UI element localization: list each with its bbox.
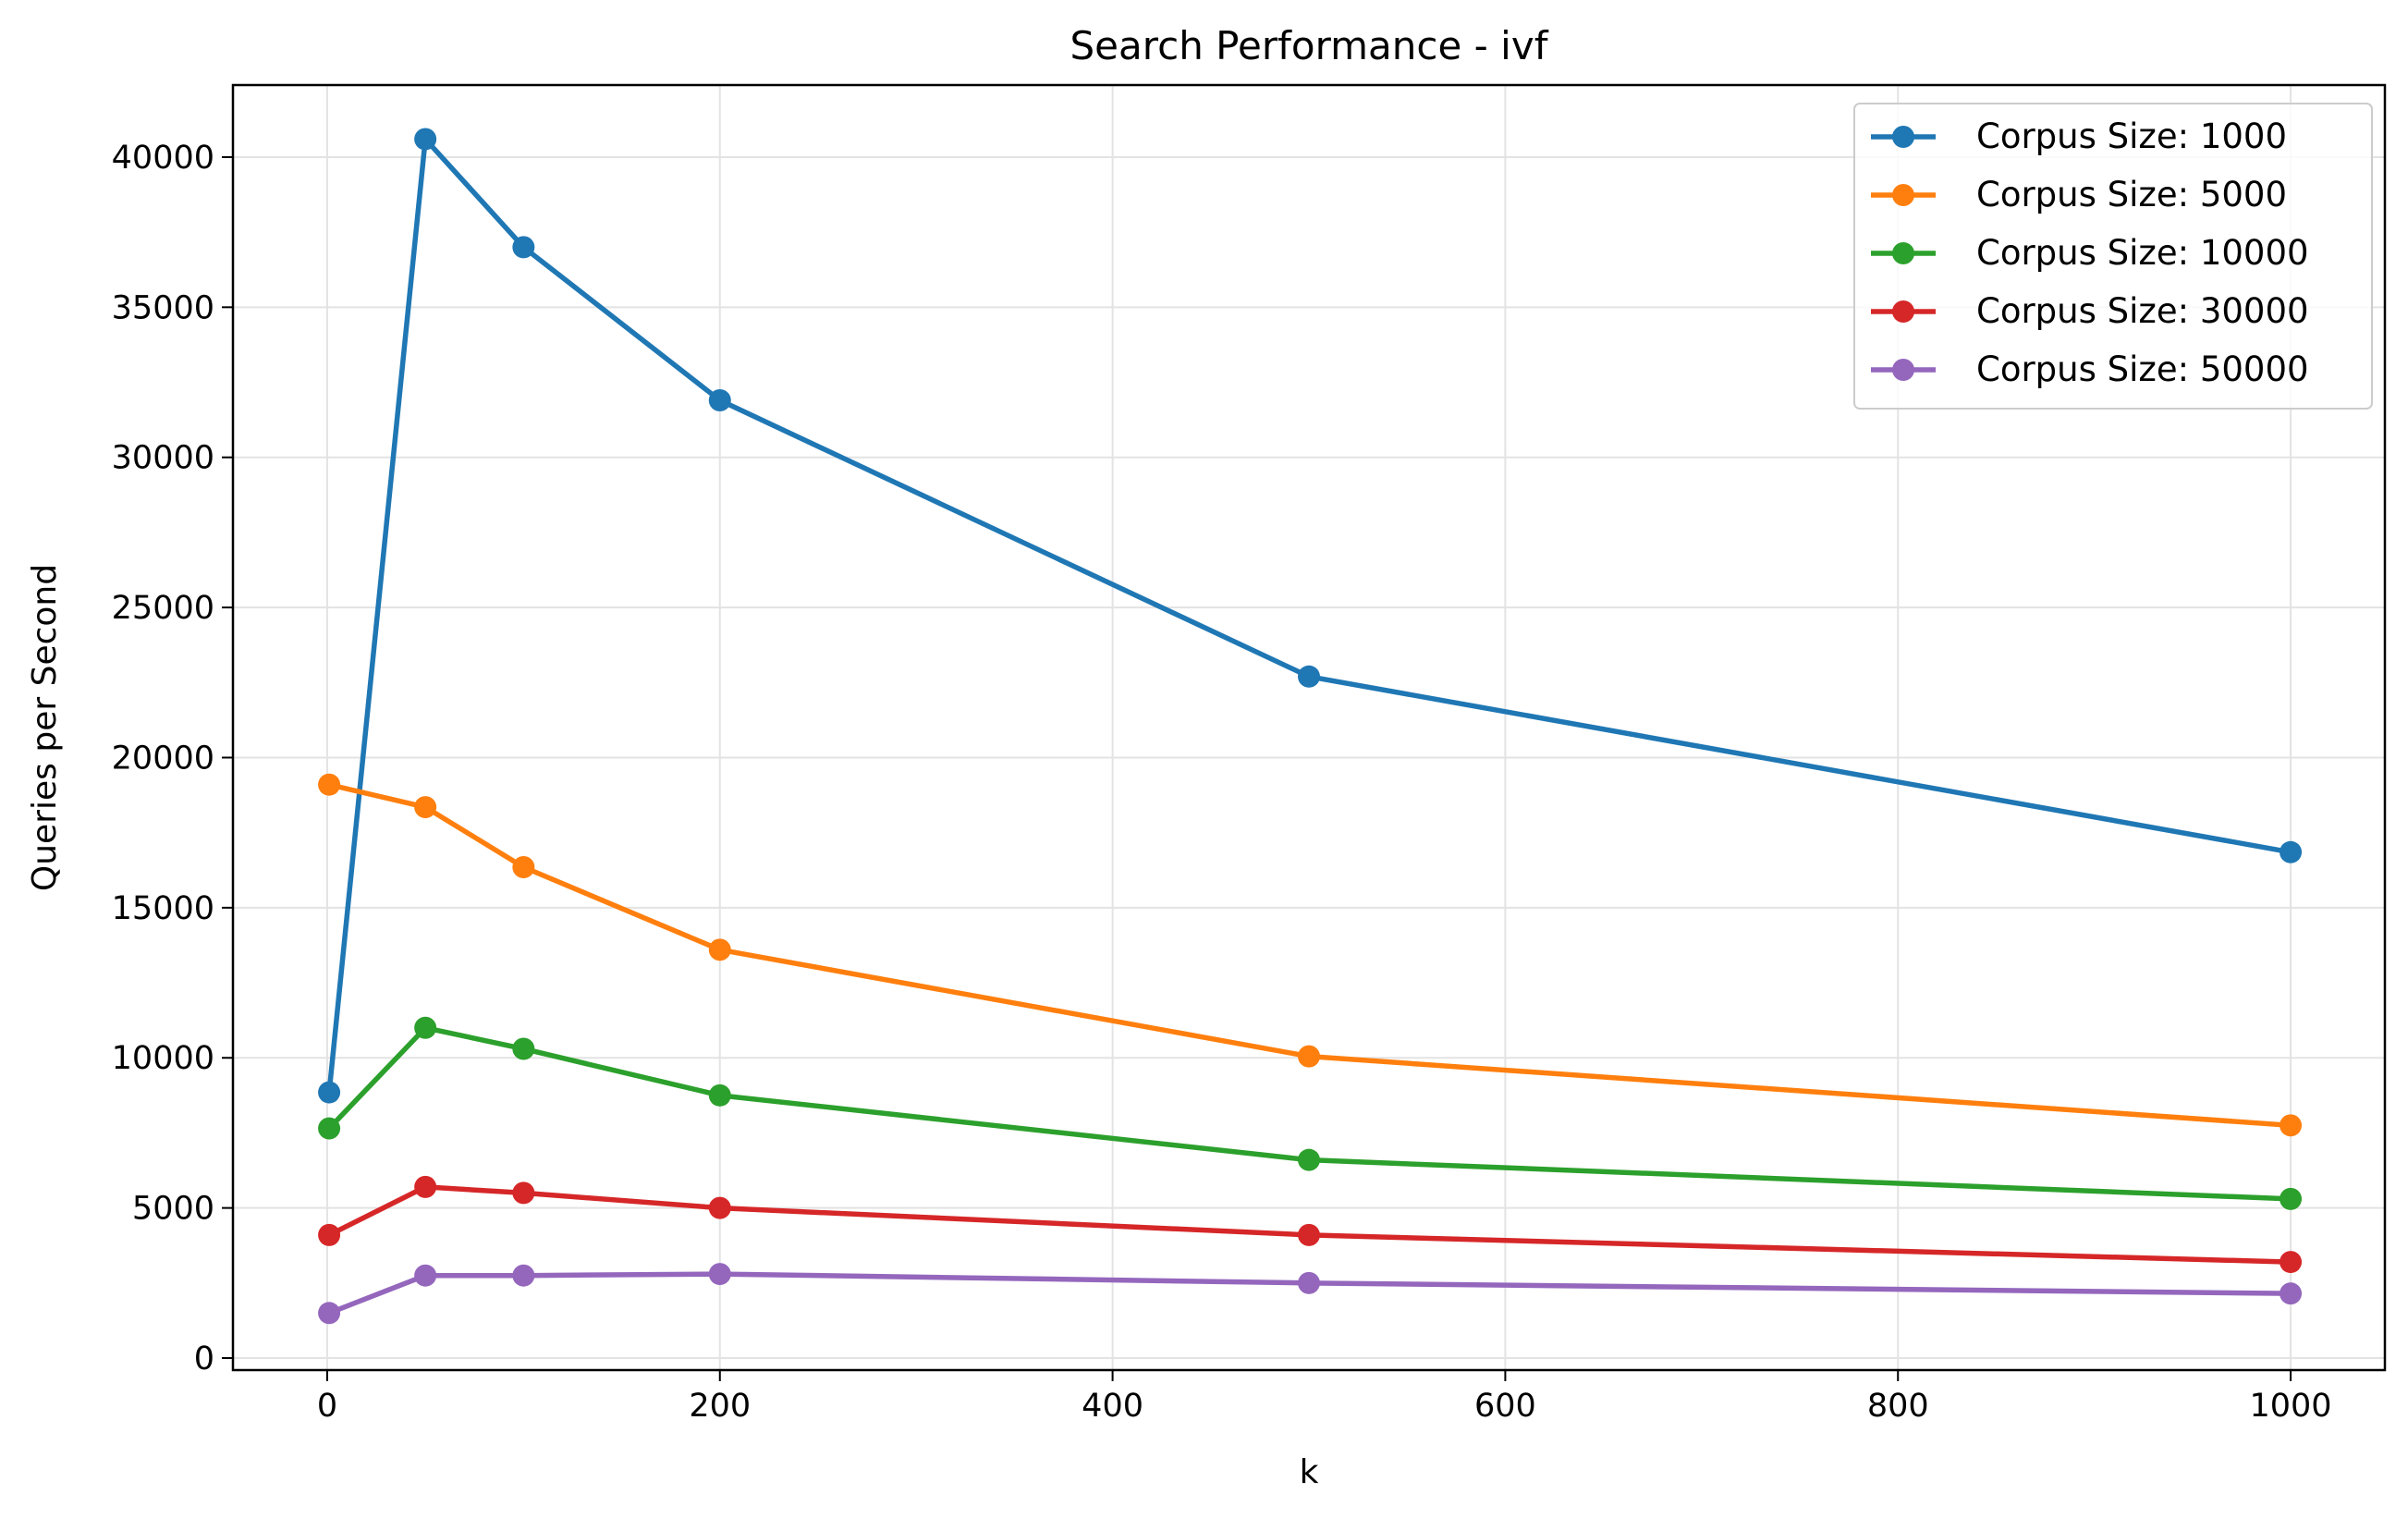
y-tick-label: 25000 [112,590,214,627]
y-tick-label: 15000 [112,890,214,927]
data-point [512,1264,535,1287]
data-point [708,1083,731,1107]
legend-label: Corpus Size: 30000 [1976,291,2309,331]
data-point [318,773,341,796]
data-point [414,1016,437,1039]
legend-marker [1892,300,1914,323]
data-point [318,1117,341,1140]
series-line [326,136,2293,1096]
x-tick-label: 800 [1867,1388,1929,1425]
data-point [2280,840,2303,863]
x-tick-label: 400 [1082,1388,1143,1425]
legend-marker [1892,359,1914,381]
series-group [318,128,2303,1325]
legend-label: Corpus Size: 5000 [1976,175,2287,214]
y-tick-label: 5000 [132,1191,214,1228]
data-point [708,938,731,961]
data-point [1298,1223,1320,1246]
data-point [414,796,437,819]
data-point [2280,1187,2303,1210]
x-tick-label: 0 [317,1388,337,1425]
y-tick-label: 30000 [112,440,214,477]
data-point [318,1223,341,1246]
y-axis-label: Queries per Second [26,564,64,891]
data-point [708,1196,731,1219]
data-point [1298,1271,1320,1294]
data-point [2280,1251,2303,1274]
series-line [326,1271,2293,1316]
y-tick-label: 0 [194,1340,214,1377]
legend-label: Corpus Size: 1000 [1976,116,2287,156]
data-point [1298,1045,1320,1068]
x-axis-label: k [1300,1453,1319,1491]
data-point [414,1264,437,1287]
series-line [326,1025,2293,1202]
data-point [1298,665,1320,688]
x-tick-label: 600 [1474,1388,1536,1425]
x-tick-label: 200 [689,1388,751,1425]
grid [233,85,2385,1370]
plot-frame [231,83,2387,1372]
y-tick-label: 40000 [112,140,214,177]
y-tick-label: 20000 [112,740,214,777]
axis-ticks: 0 200 400 600 800 100005000100001500020000250… [112,140,2332,1425]
legend-marker [1892,184,1914,206]
data-point [414,1175,437,1198]
legend-label: Corpus Size: 50000 [1976,349,2309,389]
series-line [326,781,2293,1129]
chart-title: Search Performance - ivf [1070,23,1549,68]
data-point [512,1037,535,1060]
data-point [512,856,535,879]
legend: Corpus Size: 1000 Corpus Size: 5000 Corpus… [1853,103,2373,410]
legend-box [1853,103,2373,410]
y-tick-label: 10000 [112,1040,214,1077]
data-point [2280,1282,2303,1305]
y-tick-label: 35000 [112,289,214,326]
data-point [708,1263,731,1286]
legend-marker [1892,126,1914,148]
data-point [318,1081,341,1104]
data-point [512,236,535,259]
data-point [1298,1148,1320,1171]
legend-marker [1892,242,1914,264]
data-point [512,1181,535,1205]
data-point [2280,1114,2303,1137]
x-tick-label: 1000 [2250,1388,2332,1425]
series-line [326,1184,2293,1265]
legend-label: Corpus Size: 10000 [1976,233,2309,273]
data-point [414,128,437,151]
data-point [318,1302,341,1325]
data-point [708,389,731,412]
